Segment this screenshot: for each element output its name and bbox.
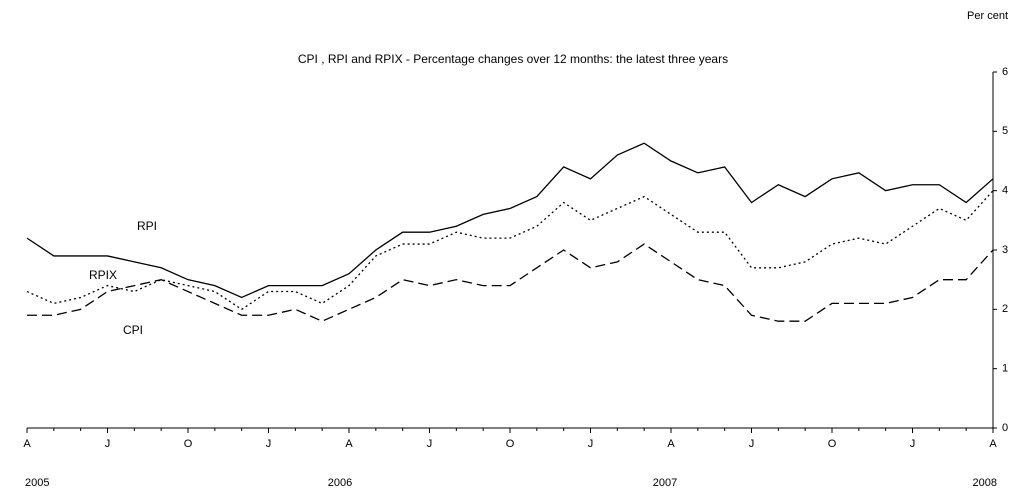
series-label: RPIX xyxy=(89,268,117,282)
y-tick-label: 3 xyxy=(1002,244,1008,256)
x-tick-label: J xyxy=(749,438,755,450)
x-tick-label: A xyxy=(23,438,31,450)
y-tick-label: 4 xyxy=(1002,185,1008,197)
y-tick-label: 2 xyxy=(1002,303,1008,315)
y-axis-label: Per cent xyxy=(967,10,1008,22)
series-line xyxy=(26,190,994,311)
x-tick-label: A xyxy=(989,438,997,450)
x-tick-label: J xyxy=(105,438,111,450)
y-tick-label: 0 xyxy=(1002,422,1008,434)
year-label: 2006 xyxy=(328,477,352,489)
y-tick-label: 6 xyxy=(1002,66,1008,78)
y-tick-label: 1 xyxy=(1002,363,1008,375)
x-tick-label: J xyxy=(910,438,916,450)
x-tick-label: A xyxy=(667,438,675,450)
series-label: CPI xyxy=(123,323,143,337)
series-line xyxy=(27,243,994,322)
x-tick-label: O xyxy=(506,438,515,450)
y-tick-label: 5 xyxy=(1002,125,1008,137)
chart-title: CPI , RPI and RPIX - Percentage changes … xyxy=(298,52,728,66)
x-tick-label: J xyxy=(588,438,594,450)
year-label: 2007 xyxy=(653,477,677,489)
x-tick-label: O xyxy=(828,438,837,450)
x-tick-label: J xyxy=(266,438,272,450)
series-label: RPI xyxy=(137,219,157,233)
series-line xyxy=(26,142,994,299)
year-label: 2005 xyxy=(25,477,49,489)
year-label: 2008 xyxy=(973,477,997,489)
x-tick-label: J xyxy=(427,438,433,450)
x-tick-label: O xyxy=(184,438,193,450)
x-tick-label: A xyxy=(345,438,353,450)
